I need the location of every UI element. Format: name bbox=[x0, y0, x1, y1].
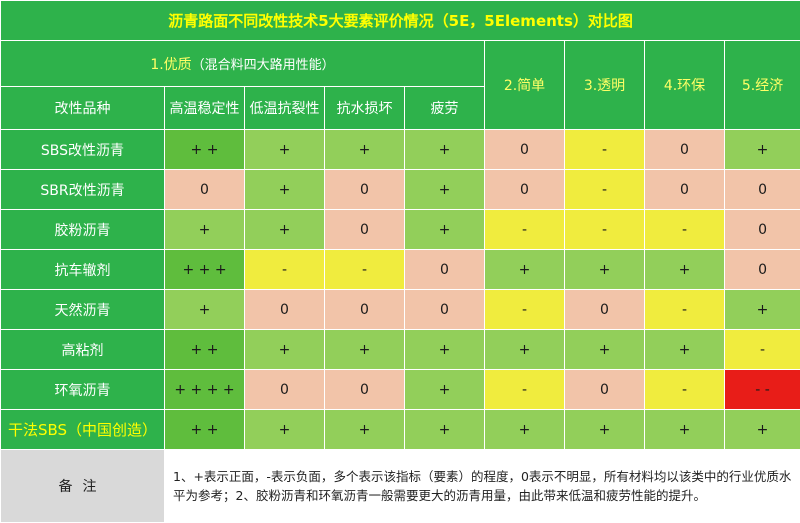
table-cell: + bbox=[485, 250, 565, 290]
table-cell: + bbox=[405, 330, 485, 370]
row-name: 干法SBS（中国创造） bbox=[1, 410, 165, 450]
page-title: 沥青路面不同改性技术5大要素评价情况（5E，5Elements）对比图 bbox=[1, 1, 800, 41]
table-cell: - bbox=[485, 370, 565, 410]
table-cell: + + bbox=[165, 330, 245, 370]
table-cell: + bbox=[485, 410, 565, 450]
table-cell: + bbox=[245, 330, 325, 370]
table-cell: 0 bbox=[725, 210, 800, 250]
table-cell: + bbox=[725, 410, 800, 450]
table-cell: + bbox=[245, 170, 325, 210]
table-cell: + bbox=[565, 410, 645, 450]
table-cell: 0 bbox=[485, 170, 565, 210]
row-name: 抗车辙剂 bbox=[1, 250, 165, 290]
table-cell: + bbox=[565, 250, 645, 290]
table-cell: + bbox=[645, 330, 725, 370]
row-name: SBR改性沥青 bbox=[1, 170, 165, 210]
table-cell: + bbox=[245, 410, 325, 450]
table-cell: + bbox=[405, 130, 485, 170]
table-cell: 0 bbox=[245, 290, 325, 330]
note-label: 备注 bbox=[1, 450, 165, 523]
table-cell: - bbox=[565, 170, 645, 210]
table-cell: - bbox=[245, 250, 325, 290]
table-cell: 0 bbox=[405, 290, 485, 330]
table-cell: - bbox=[645, 290, 725, 330]
table-cell: + bbox=[245, 210, 325, 250]
table-cell: + + + + bbox=[165, 370, 245, 410]
table-cell: + bbox=[405, 370, 485, 410]
table-row: 抗车辙剂 + + + - - 0 + + + 0 bbox=[1, 250, 800, 290]
table-cell: 0 bbox=[565, 370, 645, 410]
table-cell: + + bbox=[165, 410, 245, 450]
table-cell: 0 bbox=[725, 170, 800, 210]
table-row: 胶粉沥青 + + 0 + - - - 0 bbox=[1, 210, 800, 250]
table-cell: + bbox=[645, 410, 725, 450]
table-cell: + bbox=[165, 290, 245, 330]
table-cell: + bbox=[405, 170, 485, 210]
col-high-temp: 高温稳定性 bbox=[165, 87, 245, 130]
table-cell: + bbox=[325, 330, 405, 370]
table-cell: + + bbox=[165, 130, 245, 170]
table-cell: - - bbox=[725, 370, 800, 410]
table-row: 高粘剂 + + + + + + + + - bbox=[1, 330, 800, 370]
row-name: 高粘剂 bbox=[1, 330, 165, 370]
table-cell: - bbox=[325, 250, 405, 290]
table-cell: + bbox=[165, 210, 245, 250]
table-cell: 0 bbox=[325, 290, 405, 330]
transparent-header: 3.透明 bbox=[565, 41, 645, 130]
table-row: 环氧沥青 + + + + 0 0 + - 0 - - - bbox=[1, 370, 800, 410]
row-name: 环氧沥青 bbox=[1, 370, 165, 410]
quality-group-sublabel: （混合料四大路用性能） bbox=[192, 58, 335, 73]
table-cell: 0 bbox=[325, 370, 405, 410]
table-cell: 0 bbox=[325, 170, 405, 210]
table-cell: + bbox=[485, 330, 565, 370]
table-cell: 0 bbox=[645, 170, 725, 210]
economy-header: 5.经济 bbox=[725, 41, 800, 130]
table-cell: + bbox=[405, 410, 485, 450]
col-water: 抗水损坏 bbox=[325, 87, 405, 130]
table-cell: - bbox=[565, 130, 645, 170]
table-cell: 0 bbox=[325, 210, 405, 250]
table-cell: 0 bbox=[565, 290, 645, 330]
table-cell: 0 bbox=[645, 130, 725, 170]
table-cell: - bbox=[565, 210, 645, 250]
table-cell: 0 bbox=[245, 370, 325, 410]
row-name: SBS改性沥青 bbox=[1, 130, 165, 170]
table-cell: + bbox=[645, 250, 725, 290]
table-cell: - bbox=[645, 370, 725, 410]
table-cell: 0 bbox=[165, 170, 245, 210]
table-row: 干法SBS（中国创造） + + + + + + + + + bbox=[1, 410, 800, 450]
table-cell: - bbox=[725, 330, 800, 370]
table-cell: 0 bbox=[485, 130, 565, 170]
table-cell: - bbox=[645, 210, 725, 250]
row-name: 胶粉沥青 bbox=[1, 210, 165, 250]
table-cell: + bbox=[405, 210, 485, 250]
note-text: 1、+表示正面，-表示负面，多个表示该指标（要素）的程度，0表示不明显，所有材料… bbox=[165, 450, 800, 523]
table-cell: + bbox=[725, 290, 800, 330]
table-cell: + bbox=[325, 130, 405, 170]
table-cell: + + + bbox=[165, 250, 245, 290]
table-row: SBS改性沥青 + + + + + 0 - 0 + bbox=[1, 130, 800, 170]
table-row: SBR改性沥青 0 + 0 + 0 - 0 0 bbox=[1, 170, 800, 210]
table-cell: 0 bbox=[405, 250, 485, 290]
quality-group-label: 1.优质 bbox=[150, 57, 191, 73]
simple-header: 2.简单 bbox=[485, 41, 565, 130]
table-cell: + bbox=[565, 330, 645, 370]
row-label-header: 改性品种 bbox=[1, 87, 165, 130]
table-row: 天然沥青 + 0 0 0 - 0 - + bbox=[1, 290, 800, 330]
col-fatigue: 疲劳 bbox=[405, 87, 485, 130]
table-cell: - bbox=[485, 210, 565, 250]
table-cell: + bbox=[325, 410, 405, 450]
eco-header: 4.环保 bbox=[645, 41, 725, 130]
table-cell: - bbox=[485, 290, 565, 330]
quality-group-header: 1.优质（混合料四大路用性能） bbox=[1, 41, 485, 87]
table-cell: + bbox=[725, 130, 800, 170]
col-low-temp: 低温抗裂性 bbox=[245, 87, 325, 130]
table-cell: 0 bbox=[725, 250, 800, 290]
row-name: 天然沥青 bbox=[1, 290, 165, 330]
table-cell: + bbox=[245, 130, 325, 170]
